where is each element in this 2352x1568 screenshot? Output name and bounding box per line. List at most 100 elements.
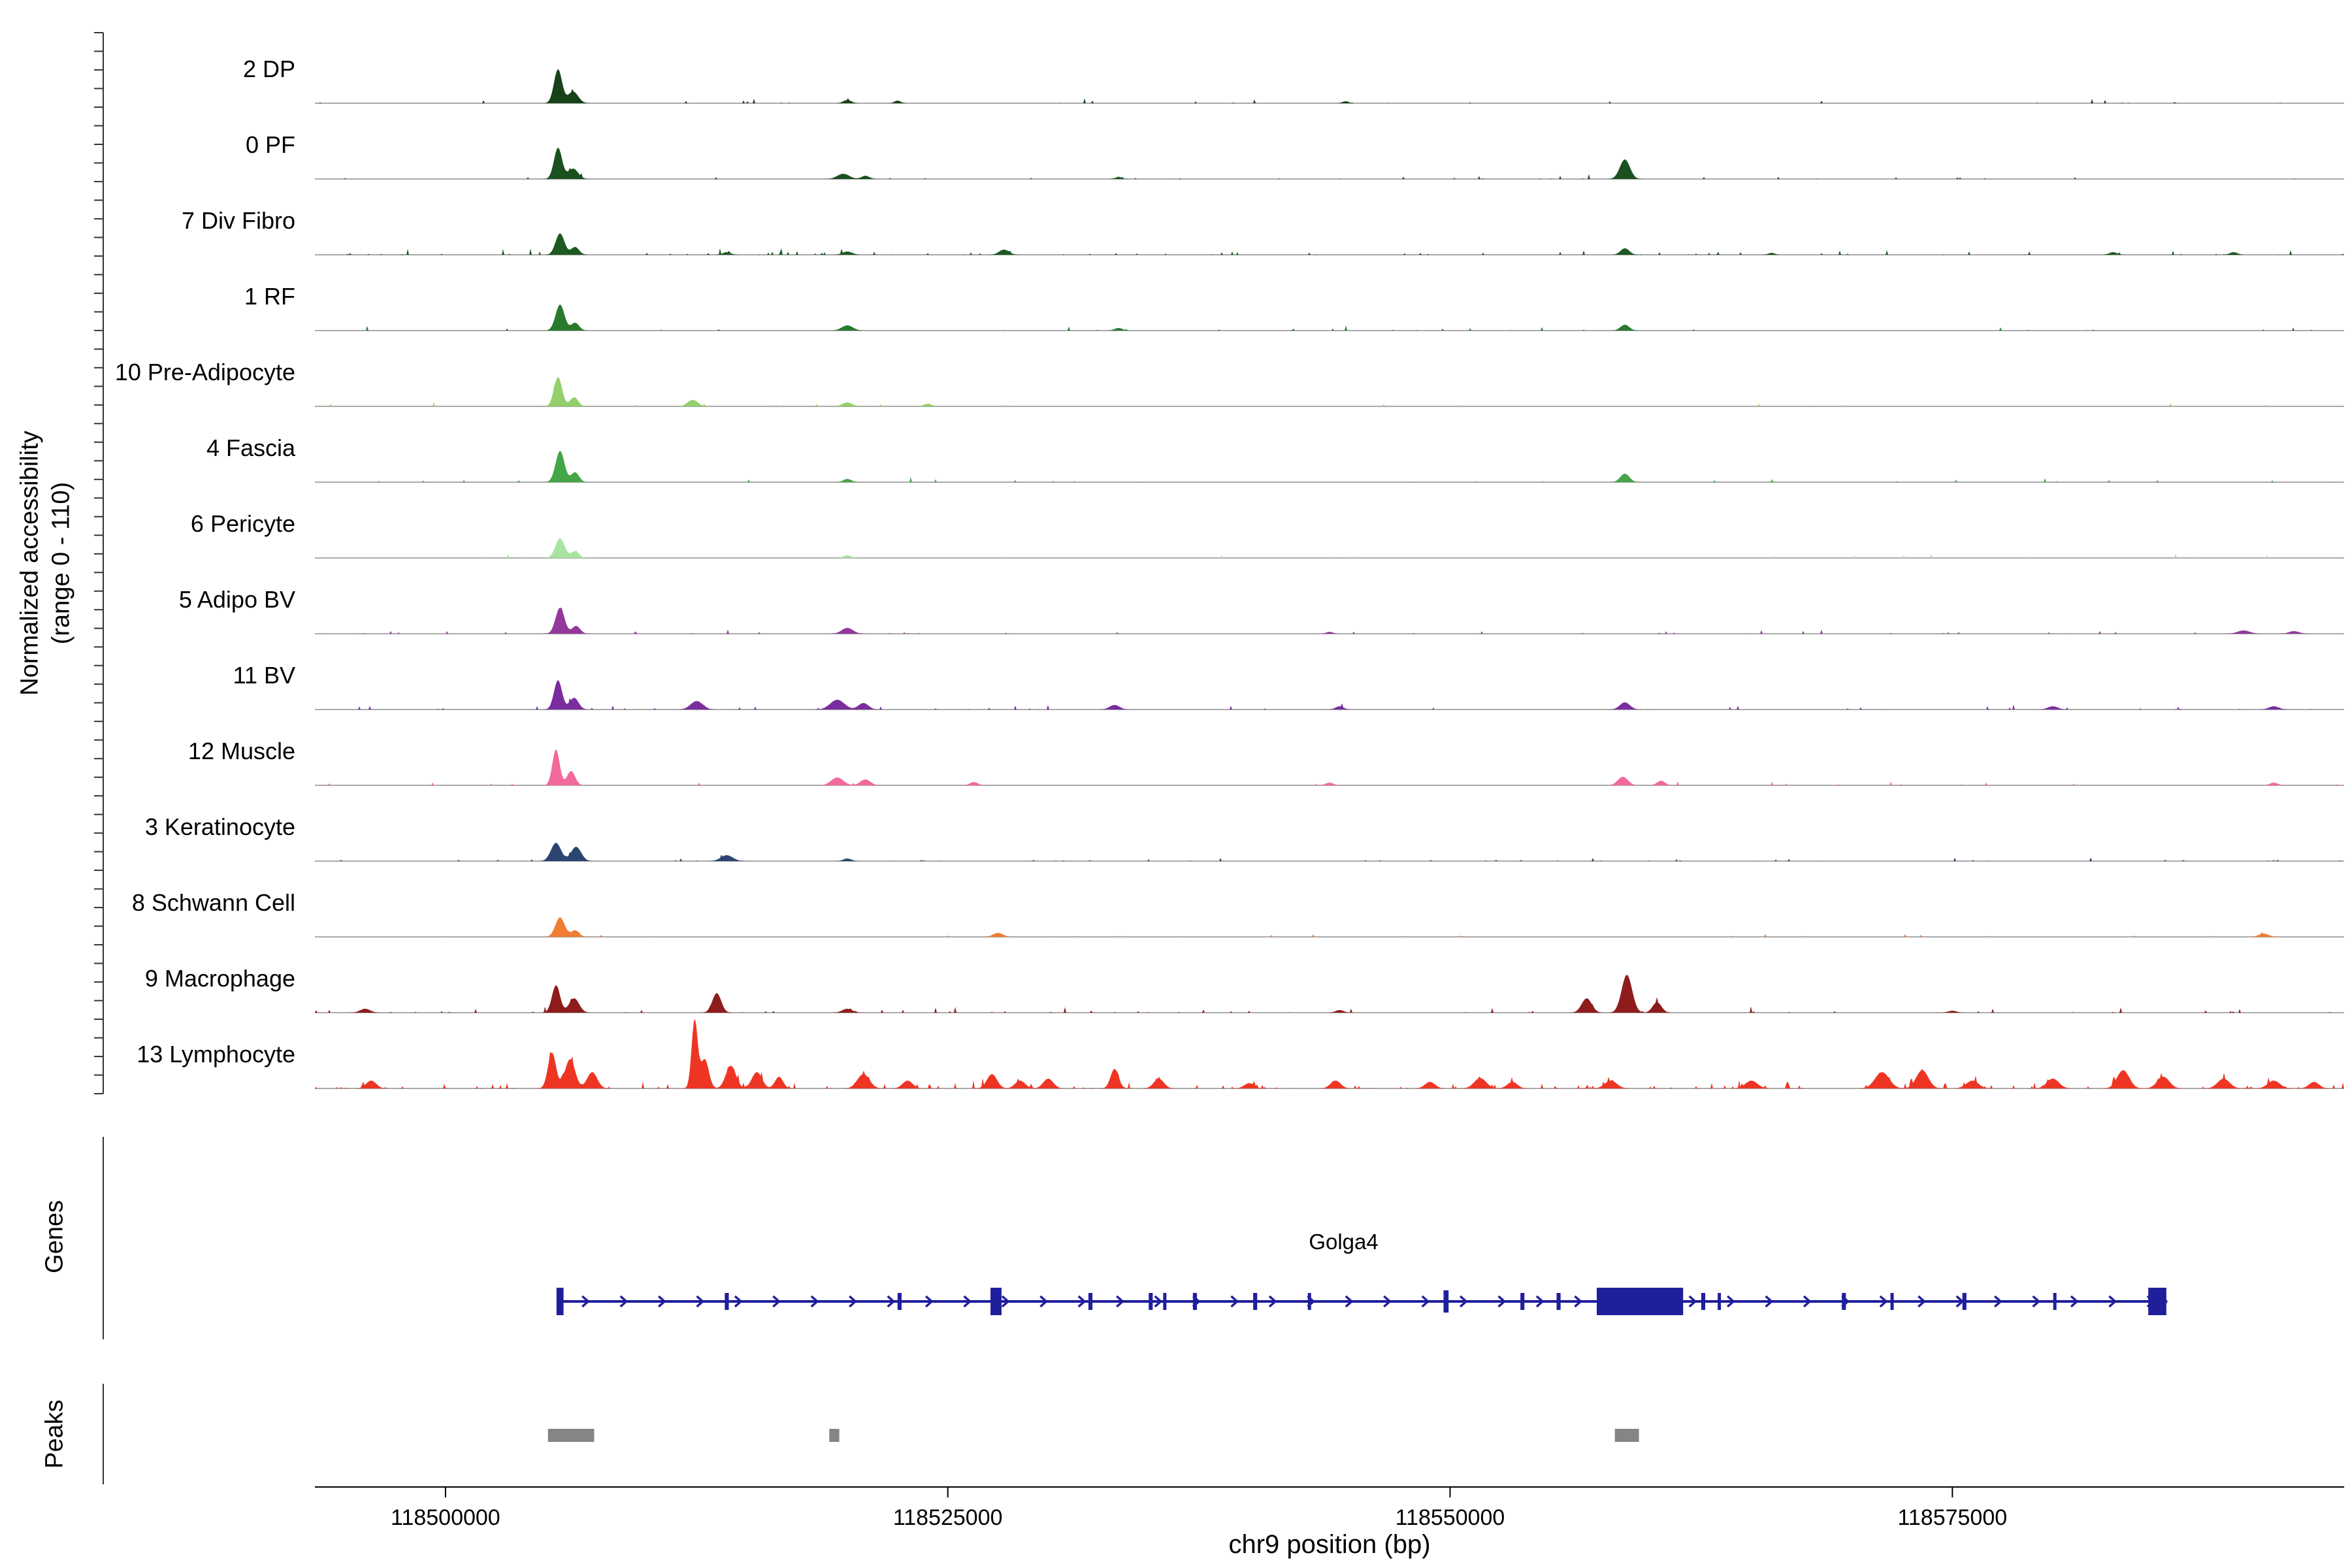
strand-arrow-icon [1154,1295,1163,1308]
strand-arrow-icon [619,1295,629,1308]
track-3-keratinocyte: 3 Keratinocyte [145,813,2344,862]
y-axis-label: Normalized accessibility (range 0 - 110) [15,431,77,695]
signal-area [315,1019,2344,1088]
signal-area [315,147,2344,179]
track-label: 6 Pericyte [191,510,295,537]
x-axis-title: chr9 position (bp) [1228,1530,1431,1559]
strand-arrow-icon [772,1295,781,1308]
track-label: 5 Adipo BV [179,586,295,613]
strand-arrow-icon [1726,1295,1735,1308]
track-4-fascia: 4 Fascia [206,434,2344,483]
strand-arrow-icon [1039,1295,1049,1308]
track-label: 7 Div Fibro [182,207,295,234]
track-6-pericyte: 6 Pericyte [191,510,2344,559]
signal-area [315,304,2344,331]
exon-block [1962,1293,1967,1310]
track-8-schwann-cell: 8 Schwann Cell [132,889,2344,938]
strand-arrow-icon [1765,1295,1774,1308]
exon-block [1307,1293,1311,1310]
y-axis-label-line1: Normalized accessibility [16,431,44,696]
exon-block [1163,1293,1167,1310]
exon-block [556,1288,564,1315]
signal-area [315,69,2344,103]
strand-arrow-icon [2070,1295,2079,1308]
strand-arrow-icon [1116,1295,1124,1308]
track-5-adipo-bv: 5 Adipo BV [179,586,2344,634]
strand-arrow-icon [1918,1295,1926,1308]
track-label: 11 BV [233,662,295,689]
track-label: 4 Fascia [206,434,296,461]
track-11-bv: 11 BV [233,662,2344,710]
track-1-rf: 1 RF [244,283,2344,331]
signal-area [315,233,2344,255]
x-tick-label: 118575000 [1897,1505,2007,1530]
x-tick-label: 118525000 [893,1505,1003,1530]
strand-arrow-icon [734,1295,743,1308]
genes-section-label: Genes [41,1200,69,1273]
strand-arrow-icon [1383,1295,1392,1308]
signal-area [315,451,2344,482]
exon-block [1556,1293,1561,1310]
x-tick-label: 118500000 [391,1505,500,1530]
strand-arrow-icon [1993,1295,2002,1308]
gene-name-label: Golga4 [1309,1230,1378,1254]
exon-block [2148,1288,2166,1315]
strand-arrow-icon [1345,1295,1354,1308]
exon-block [897,1293,902,1310]
strand-arrow-icon [924,1295,934,1308]
exon-block [1842,1293,1846,1310]
peak-box [829,1429,840,1442]
track-label: 8 Schwann Cell [132,889,295,916]
exon-block [1253,1293,1258,1310]
strand-arrow-icon [1688,1295,1697,1308]
exon-block [725,1293,729,1310]
signal-area [315,843,2344,861]
strand-arrow-icon [1268,1295,1277,1308]
strand-arrow-icon [1497,1295,1507,1308]
strand-arrow-icon [1879,1295,1888,1308]
peaks-track [103,1384,1639,1484]
exon-block [1192,1293,1198,1310]
exon-block [2053,1293,2057,1310]
exon-block [1701,1293,1706,1310]
exon-block [1718,1293,1722,1310]
track-label: 9 Macrophage [145,965,295,992]
peak-box [1614,1429,1639,1442]
signal-area [315,749,2344,785]
track-10-pre-adipocyte: 10 Pre-Adipocyte [115,359,2344,407]
strand-arrow-icon [810,1295,819,1308]
track-13-lymphocyte: 13 Lymphocyte [137,1019,2344,1089]
track-label: 12 Muscle [188,738,295,764]
signal-area [315,538,2344,558]
exon-block [1088,1293,1093,1310]
signal-area [315,917,2344,937]
track-label: 0 PF [246,131,295,158]
strand-arrow-icon [887,1295,896,1308]
strand-arrow-icon [1459,1295,1468,1308]
track-label: 3 Keratinocyte [145,813,295,840]
strand-arrow-icon [849,1295,857,1308]
strand-arrow-icon [1574,1295,1583,1308]
y-axis-label-line2: (range 0 - 110) [47,482,74,645]
track-label: 13 Lymphocyte [137,1041,295,1068]
strand-arrow-icon [696,1295,705,1308]
strand-arrow-icon [1535,1295,1544,1308]
exon-block [1597,1288,1684,1315]
strand-arrow-icon [581,1295,590,1308]
exon-block [990,1288,1002,1315]
exon-block [1890,1293,1894,1310]
track-12-muscle: 12 Muscle [188,738,2344,786]
gene-track: Golga4 [103,1137,2168,1339]
signal-area [315,680,2344,710]
signal-area [315,608,2344,634]
peaks-section-label: Peaks [41,1399,69,1469]
strand-arrow-icon [1001,1295,1010,1308]
strand-arrow-icon [2032,1295,2041,1308]
y-axis [94,32,104,1094]
strand-arrow-icon [1077,1295,1086,1308]
track-label: 1 RF [244,283,295,310]
strand-arrow-icon [1803,1295,1812,1308]
track-label: 2 DP [243,56,295,82]
